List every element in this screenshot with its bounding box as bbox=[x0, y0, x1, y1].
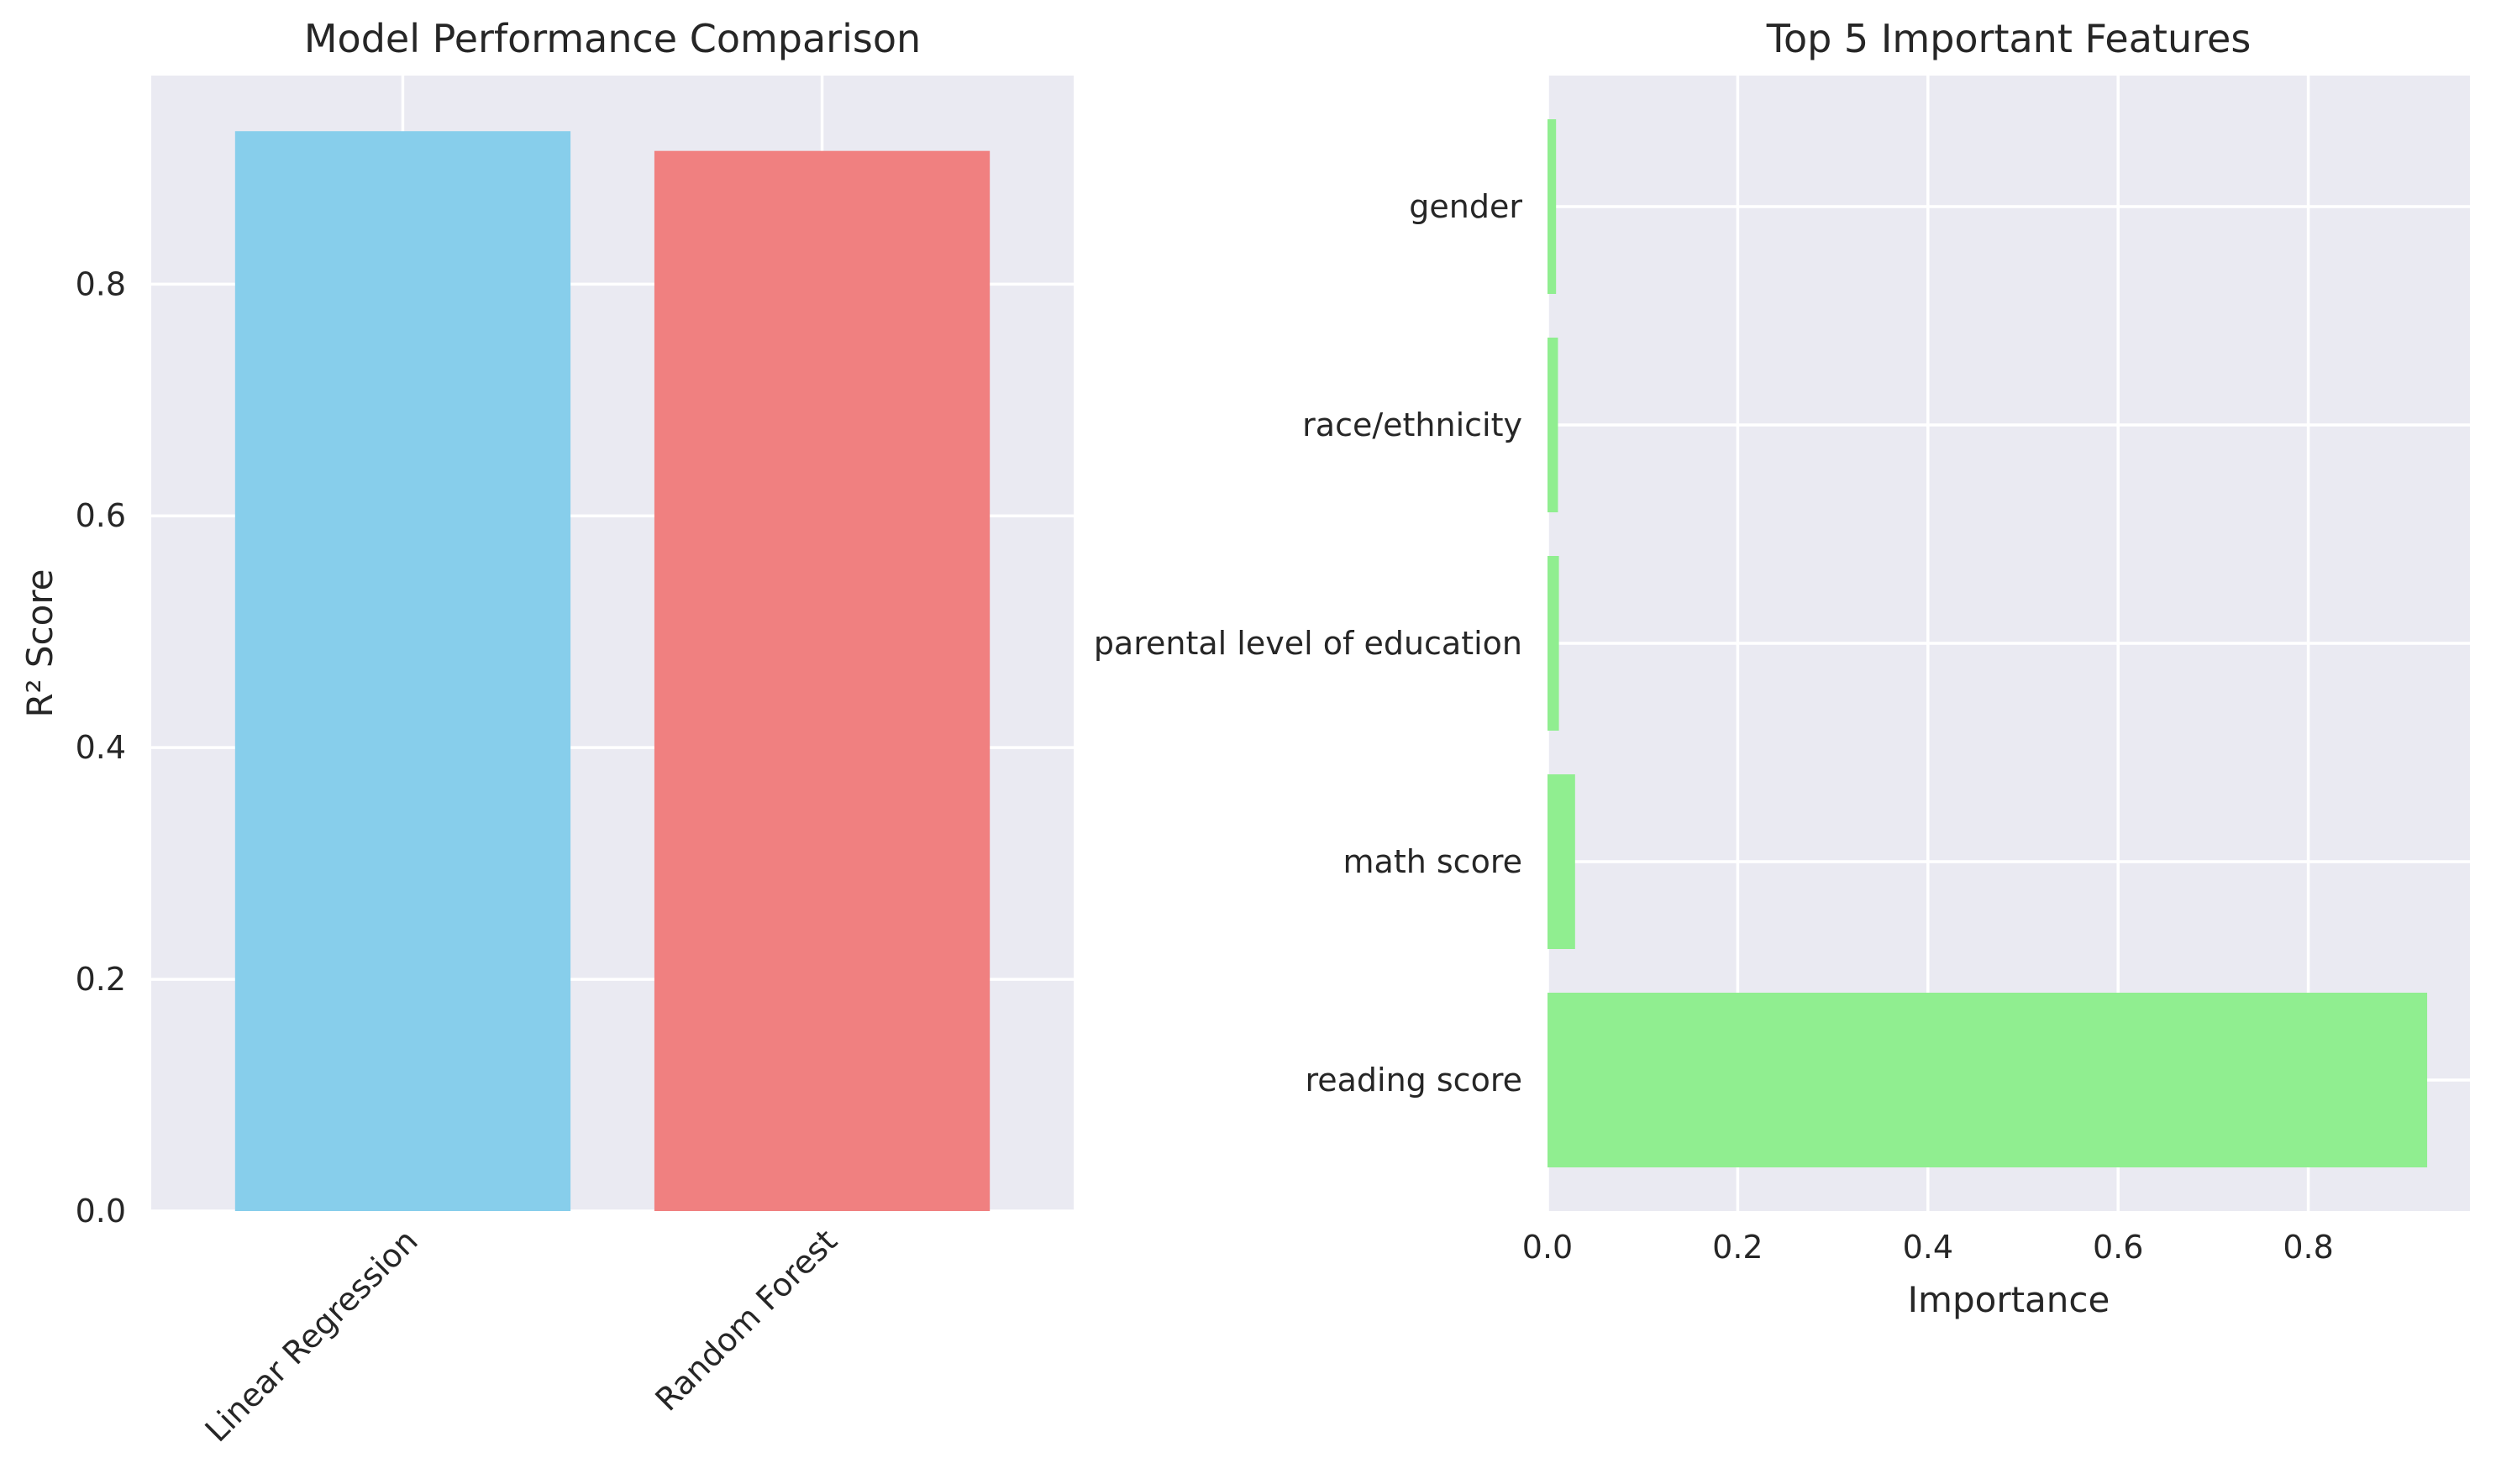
bar-group bbox=[234, 131, 991, 1211]
y-tick-label: 0.8 bbox=[76, 265, 126, 302]
bar bbox=[654, 150, 991, 1211]
bar bbox=[1548, 993, 2428, 1167]
x-axis-label: Importance bbox=[1908, 1279, 2110, 1320]
y-tick-label: race/ethnicity bbox=[1302, 406, 1522, 443]
y-tick-labels: 0.0 0.2 0.4 0.6 0.8 bbox=[76, 265, 126, 1230]
y-tick-label: reading score bbox=[1305, 1062, 1522, 1099]
x-tick-label: 0.6 bbox=[2093, 1229, 2143, 1266]
y-tick-label: parental level of education bbox=[1094, 625, 1522, 662]
model-performance-chart: 0.0 0.2 0.4 0.6 0.8 Linear Regression Random … bbox=[19, 16, 1074, 1449]
x-tick-label: 0.4 bbox=[1903, 1229, 1953, 1266]
y-tick-label: 0.2 bbox=[76, 961, 126, 998]
bar bbox=[1548, 119, 1557, 294]
y-tick-label: math score bbox=[1343, 843, 1522, 880]
chart-title: Top 5 Important Features bbox=[1766, 16, 2252, 61]
y-tick-label: 0.4 bbox=[76, 729, 126, 766]
y-tick-label: 0.0 bbox=[76, 1193, 126, 1230]
y-tick-label: 0.6 bbox=[76, 497, 126, 534]
x-tick-labels: Linear Regression Random Forest bbox=[198, 1222, 844, 1449]
bar bbox=[1548, 338, 1558, 512]
y-tick-label: gender bbox=[1409, 188, 1522, 225]
y-tick-labels: reading score math score parental level of… bbox=[1094, 188, 1523, 1099]
chart-title: Model Performance Comparison bbox=[304, 16, 921, 61]
feature-importance-chart: 0.0 0.2 0.4 0.6 0.8 reading score math score p… bbox=[1094, 16, 2470, 1320]
x-tick-labels: 0.0 0.2 0.4 0.6 0.8 bbox=[1522, 1229, 2334, 1266]
y-axis-label: R² Score bbox=[19, 569, 60, 717]
x-tick-label: 0.2 bbox=[1712, 1229, 1763, 1266]
x-tick-label: 0.8 bbox=[2283, 1229, 2333, 1266]
bar bbox=[1548, 556, 1559, 731]
x-tick-label: Linear Regression bbox=[198, 1222, 425, 1449]
x-tick-label: 0.0 bbox=[1522, 1229, 1573, 1266]
x-tick-label: Random Forest bbox=[649, 1222, 844, 1418]
bar bbox=[1548, 774, 1575, 949]
bar bbox=[234, 131, 571, 1211]
bar-group bbox=[1548, 119, 2428, 1167]
